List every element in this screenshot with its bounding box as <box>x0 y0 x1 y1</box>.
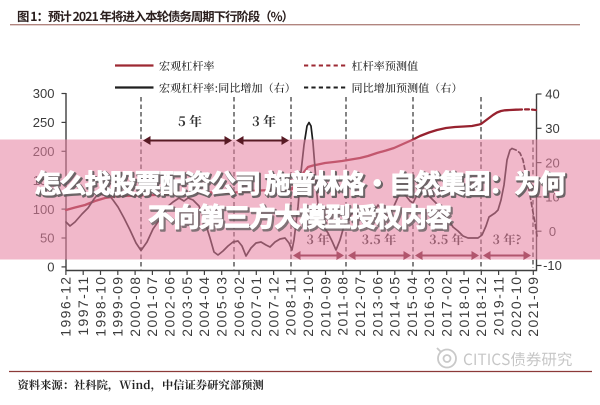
svg-text:1996-12: 1996-12 <box>58 276 74 337</box>
svg-text:2016-03: 2016-03 <box>421 276 437 337</box>
svg-text:0: 0 <box>47 260 54 275</box>
svg-text:40: 40 <box>545 87 559 102</box>
svg-text:2007-12: 2007-12 <box>265 276 281 337</box>
svg-text:250: 250 <box>33 115 55 130</box>
svg-text:2009-10: 2009-10 <box>300 276 316 337</box>
svg-text:2003-05: 2003-05 <box>179 276 195 337</box>
svg-text:2017-02: 2017-02 <box>439 276 455 337</box>
svg-text:2012-07: 2012-07 <box>352 276 368 337</box>
svg-text:2002-06: 2002-06 <box>162 276 178 337</box>
svg-text:30: 30 <box>545 121 559 136</box>
svg-text:2013-06: 2013-06 <box>369 276 385 337</box>
svg-text:2000-08: 2000-08 <box>127 276 143 337</box>
svg-text:2004-04: 2004-04 <box>196 276 212 337</box>
svg-text:2006-02: 2006-02 <box>231 276 247 337</box>
svg-text:2019-11: 2019-11 <box>490 276 506 336</box>
svg-text:1998-10: 1998-10 <box>92 276 108 337</box>
svg-text:2018-01: 2018-01 <box>456 276 472 337</box>
svg-text:2021-09: 2021-09 <box>525 276 541 337</box>
svg-text:2005-03: 2005-03 <box>214 276 230 337</box>
svg-text:2008-11: 2008-11 <box>283 276 299 336</box>
svg-text:2020-10: 2020-10 <box>508 276 524 337</box>
svg-text:2014-05: 2014-05 <box>387 276 403 337</box>
svg-text:-10: -10 <box>543 258 562 273</box>
svg-text:2001-07: 2001-07 <box>144 276 160 337</box>
svg-text:2007-01: 2007-01 <box>248 276 264 337</box>
svg-text:2015-04: 2015-04 <box>404 276 420 337</box>
svg-text:2018-12: 2018-12 <box>473 275 489 336</box>
svg-text:1999-09: 1999-09 <box>110 276 126 337</box>
svg-text:2010-09: 2010-09 <box>317 276 333 337</box>
svg-text:300: 300 <box>33 86 55 101</box>
svg-text:2011-08: 2011-08 <box>335 276 351 336</box>
svg-text:1997-11: 1997-11 <box>75 276 91 336</box>
